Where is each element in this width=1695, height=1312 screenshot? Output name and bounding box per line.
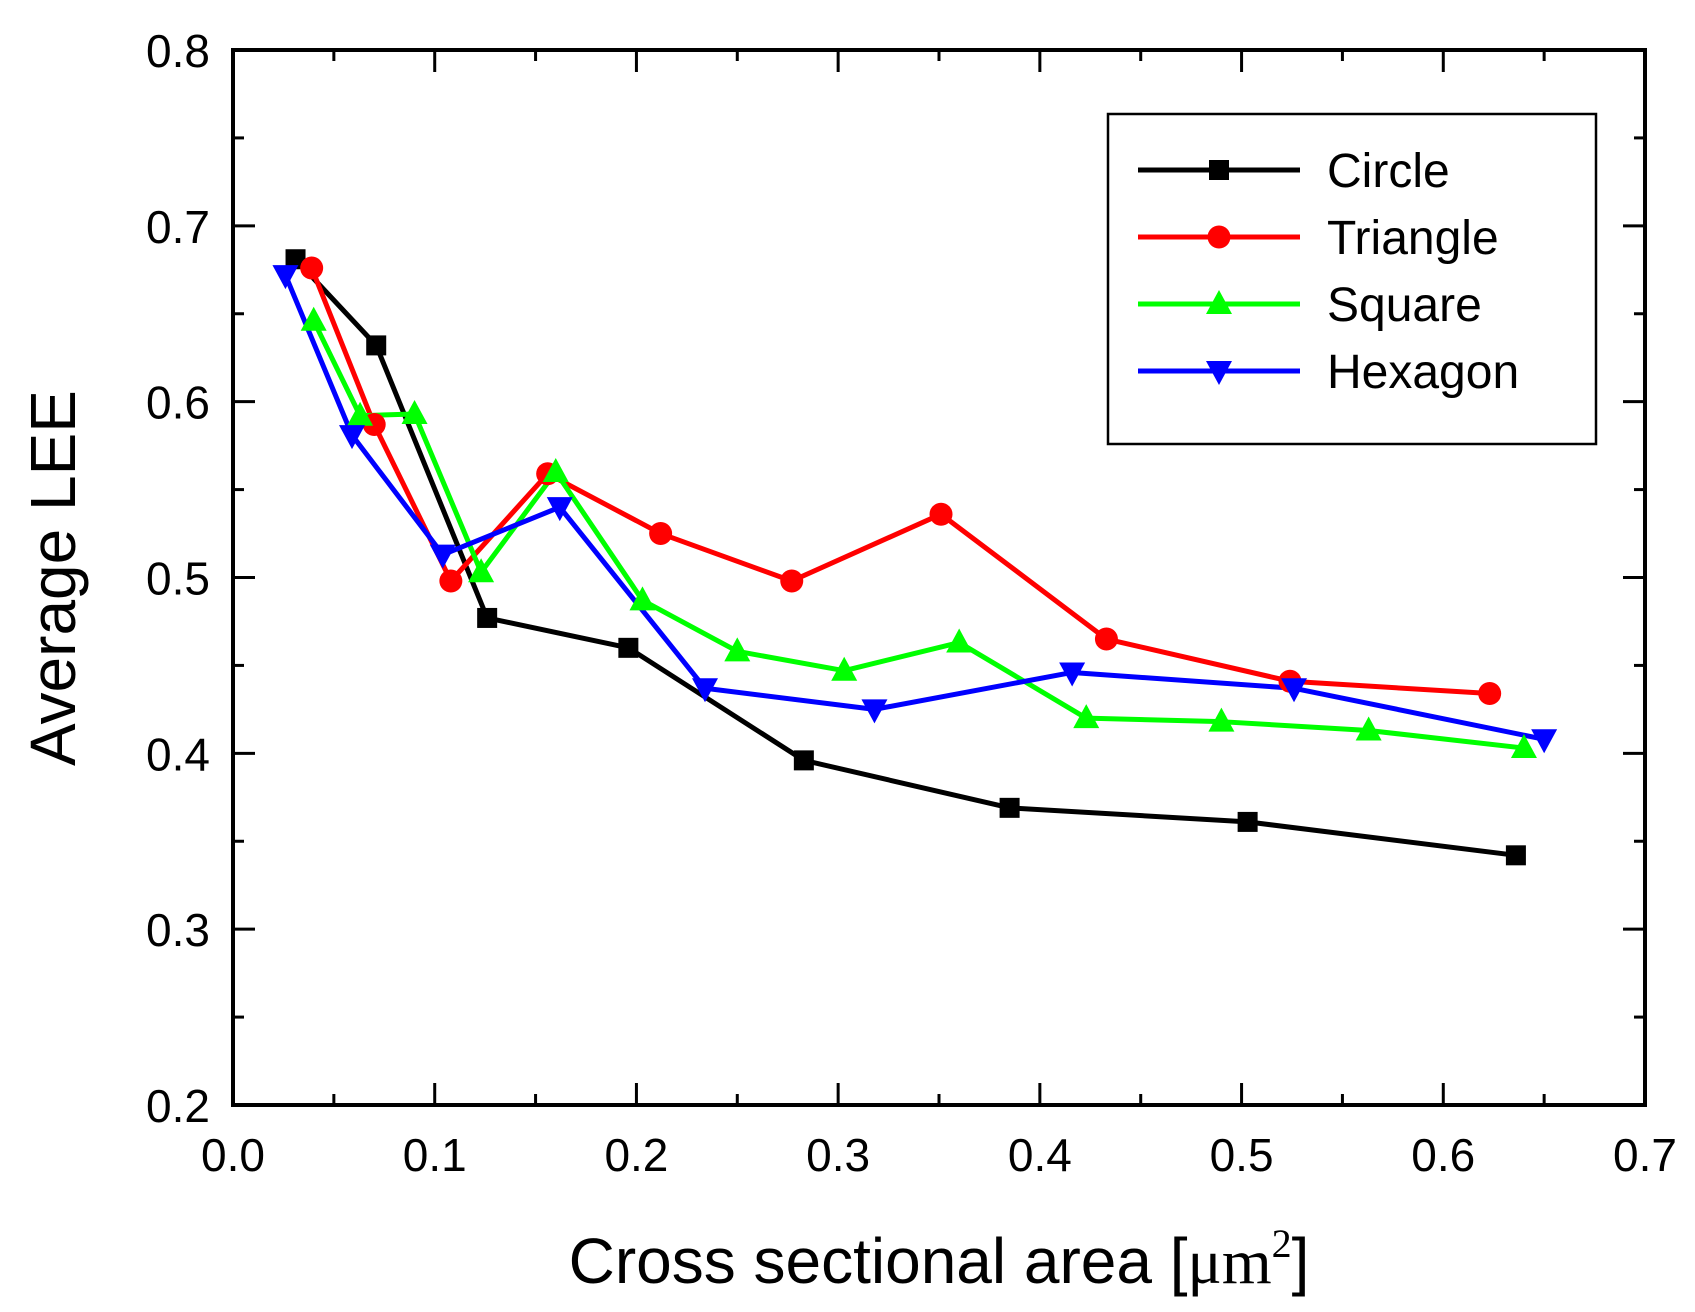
data-point-square [468, 558, 495, 583]
data-point-square [831, 656, 858, 681]
y-tick-label: 0.7 [146, 201, 210, 253]
series-line-circle [293, 257, 1517, 858]
x-axis-title-main: Cross sectional area [ [569, 1225, 1188, 1297]
data-point-square [724, 637, 751, 662]
data-point-circle [366, 335, 387, 356]
data-point-triangle [780, 569, 804, 593]
data-point-hexagon [339, 425, 366, 450]
data-point-triangle [929, 502, 953, 526]
data-point-triangle [649, 522, 673, 546]
x-tick-label: 0.2 [604, 1129, 668, 1181]
data-point-square [1073, 704, 1100, 729]
x-tick-label: 0.5 [1210, 1129, 1274, 1181]
data-point-circle [477, 607, 498, 628]
y-tick-label: 0.3 [146, 904, 210, 956]
legend: Circle Triangle Square Hexagon [1106, 112, 1598, 446]
series-line-triangle [309, 267, 1490, 697]
legend-marker-hexagon [1206, 361, 1232, 385]
y-tick-label: 0.5 [146, 553, 210, 605]
data-point-hexagon [1059, 662, 1086, 687]
data-point-hexagon [429, 544, 456, 569]
legend-label-hexagon: Hexagon [1327, 346, 1519, 399]
data-point-triangle [1478, 682, 1502, 706]
data-point-circle [618, 637, 639, 658]
series-markers [272, 249, 1558, 866]
data-point-square [347, 401, 374, 426]
x-tick-label: 0.3 [806, 1129, 870, 1181]
data-point-square [629, 586, 656, 611]
y-tick-label: 0.2 [146, 1080, 210, 1132]
data-point-square [300, 306, 327, 331]
x-tick-label: 0.1 [403, 1129, 467, 1181]
data-point-hexagon [546, 497, 573, 522]
data-point-square [401, 399, 428, 424]
data-point-hexagon [272, 265, 299, 290]
data-point-square [1355, 716, 1382, 741]
x-axis-title-superscript: 2 [1272, 1221, 1292, 1266]
legend-marker-circle [1209, 160, 1229, 180]
data-point-circle [999, 797, 1020, 818]
data-point-square [542, 458, 569, 482]
x-axis-title-close: ] [1292, 1225, 1310, 1297]
legend-marker-triangle [1207, 225, 1231, 249]
data-point-triangle [300, 256, 324, 280]
x-axis-title-unit: μm [1188, 1226, 1272, 1297]
legend-label-square: Square [1327, 279, 1482, 332]
data-point-square [946, 628, 973, 653]
x-tick-label: 0.0 [201, 1129, 265, 1181]
legend-marker-square [1206, 290, 1232, 314]
x-tick-label: 0.4 [1008, 1129, 1072, 1181]
y-tick-label: 0.8 [146, 25, 210, 77]
data-point-hexagon [692, 678, 719, 703]
y-tick-label: 0.6 [146, 377, 210, 429]
axis-ticks: 0.0 0.1 0.2 0.3 0.4 0.5 0.6 0.7 0.2 0.3 0.4 0.5 0.6 0… [146, 25, 1677, 1181]
data-point-hexagon [1281, 678, 1308, 703]
x-tick-label: 0.6 [1411, 1129, 1475, 1181]
data-point-square [1208, 707, 1235, 732]
x-axis-title: Cross sectional area [μm2] [569, 1221, 1310, 1297]
data-point-circle [285, 249, 306, 270]
data-point-triangle [439, 569, 463, 593]
legend-label-triangle: Triangle [1327, 212, 1499, 265]
data-point-hexagon [1531, 729, 1558, 754]
data-point-hexagon [861, 699, 888, 724]
y-axis-title: Average LEE [17, 390, 89, 766]
x-tick-label: 0.7 [1613, 1129, 1677, 1181]
legend-entries: Circle Triangle Square Hexagon [1138, 145, 1519, 399]
y-tick-label: 0.4 [146, 728, 210, 780]
data-point-square [1510, 734, 1537, 759]
data-point-circle [793, 750, 814, 771]
legend-label-circle: Circle [1327, 145, 1450, 198]
data-point-circle [1505, 845, 1526, 866]
data-point-triangle [1094, 627, 1118, 651]
data-point-circle [1237, 811, 1258, 832]
